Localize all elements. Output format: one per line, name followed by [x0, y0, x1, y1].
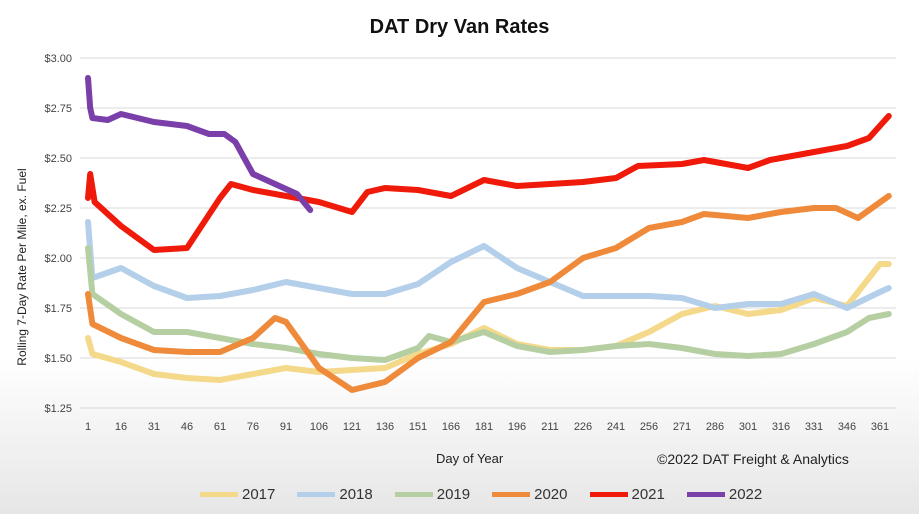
x-tick-label: 196	[508, 421, 526, 433]
series-line-2021	[85, 113, 892, 253]
copyright-credit: ©2022 DAT Freight & Analytics	[657, 451, 849, 467]
x-tick-label: 286	[706, 421, 724, 433]
legend-item-2020: 2020	[492, 486, 568, 503]
series-line-2020	[85, 193, 892, 393]
x-tick-label: 301	[739, 421, 757, 433]
x-axis-label: Day of Year	[436, 451, 504, 466]
x-tick-label: 121	[343, 421, 361, 433]
x-tick-label: 181	[475, 421, 493, 433]
x-tick-label: 16	[115, 421, 127, 433]
x-tick-label: 106	[310, 421, 328, 433]
x-tick-label: 226	[574, 421, 592, 433]
y-tick-label: $2.00	[44, 253, 72, 265]
x-tick-label: 136	[376, 421, 394, 433]
series-line-2018	[85, 219, 892, 311]
x-tick-label: 76	[247, 421, 259, 433]
x-tick-label: 361	[871, 421, 889, 433]
legend-label: 2018	[339, 486, 373, 503]
y-tick-label: $2.75	[44, 103, 72, 115]
x-tick-label: 1	[85, 421, 91, 433]
legend-swatch	[200, 492, 238, 497]
series-line-2017	[85, 261, 892, 383]
legend-swatch	[492, 492, 531, 497]
x-tick-label: 271	[673, 421, 691, 433]
legend: 2017 2018 2019 2020 2021 2022	[200, 486, 762, 503]
legend-item-2019: 2019	[394, 486, 471, 503]
x-tick-label: 211	[541, 421, 559, 433]
legend-label: 2020	[534, 486, 568, 503]
legend-label: 2021	[631, 486, 665, 503]
y-tick-label: $2.25	[44, 203, 72, 215]
legend-swatch	[686, 492, 725, 497]
x-tick-label: 151	[409, 421, 427, 433]
x-tick-label: 316	[772, 421, 790, 433]
y-axis-label: Rolling 7-Day Rate Per Mile, ex. Fuel	[15, 168, 29, 366]
x-tick-label: 91	[280, 421, 292, 433]
x-tick-label: 241	[607, 421, 625, 433]
legend-swatch	[394, 492, 433, 497]
legend-item-2021: 2021	[589, 486, 665, 503]
y-tick-label: $2.50	[44, 153, 72, 165]
x-tick-label: 61	[214, 421, 226, 433]
legend-swatch	[589, 492, 628, 497]
y-tick-label: $1.25	[44, 403, 72, 415]
legend-label: 2017	[242, 486, 276, 503]
x-tick-label: 346	[838, 421, 856, 433]
y-tick-label: $1.50	[44, 353, 72, 365]
series-line-2019	[85, 245, 892, 363]
legend-swatch	[297, 492, 336, 497]
legend-label: 2019	[436, 486, 471, 503]
x-tick-label: 256	[640, 421, 658, 433]
y-tick-label: $3.00	[44, 53, 72, 65]
x-tick-label: 166	[442, 421, 460, 433]
legend-item-2022: 2022	[686, 486, 763, 503]
x-tick-label: 31	[148, 421, 160, 433]
legend-item-2017: 2017	[200, 486, 275, 503]
x-tick-label: 46	[181, 421, 193, 433]
x-tick-label: 331	[805, 421, 823, 433]
chart-title: DAT Dry Van Rates	[369, 16, 550, 38]
legend-label: 2022	[728, 486, 763, 503]
legend-item-2018: 2018	[297, 486, 373, 503]
series-line-2022	[85, 75, 314, 213]
y-tick-label: $1.75	[44, 303, 72, 315]
